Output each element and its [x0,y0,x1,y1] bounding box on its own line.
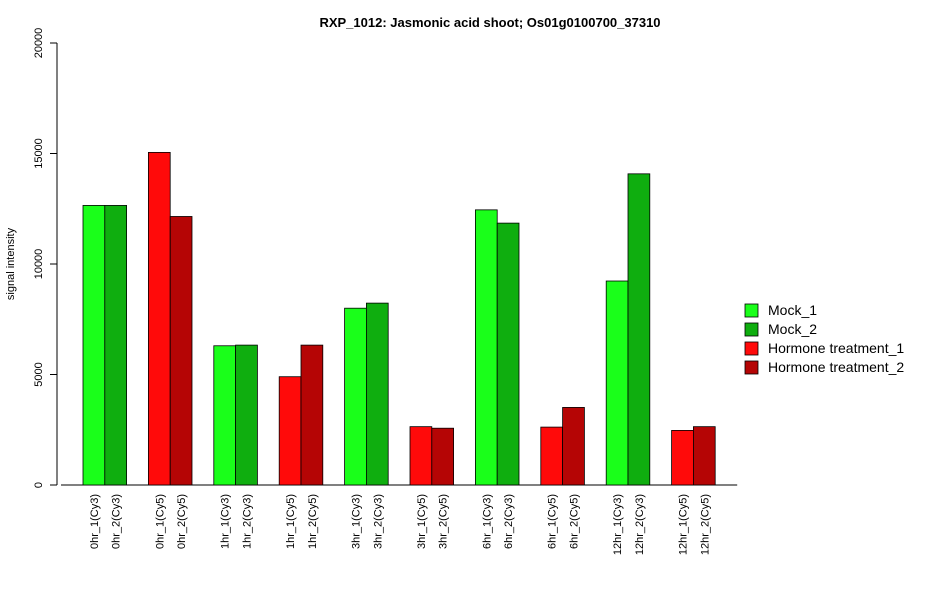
x-tick-label: 12hr_2(Cy3) [634,494,646,555]
bar [627,173,651,486]
legend-label: Mock_2 [768,321,817,337]
bar [147,151,171,486]
x-tick-label: 0hr_1(Cy5) [154,494,166,549]
bars [82,151,716,486]
bar [474,209,498,486]
legend-swatch [744,360,759,375]
x-tick-label: 1hr_2(Cy3) [242,494,254,549]
x-tick-label: 3hr_2(Cy3) [372,494,384,549]
bar [278,376,302,486]
legend-label: Hormone treatment_1 [768,340,904,356]
x-tick-label: 0hr_1(Cy3) [89,494,101,549]
x-tick-label: 3hr_2(Cy5) [438,494,450,549]
x-tick-label: 3hr_1(Cy3) [351,494,363,549]
legend-label: Mock_1 [768,302,817,318]
x-tick-label: 6hr_1(Cy3) [481,494,493,549]
x-tick-label: 12hr_2(Cy5) [699,494,711,555]
y-tick-label: 0 [33,482,45,488]
x-tick-label: 1hr_1(Cy3) [220,494,232,549]
y-tick-label: 15000 [33,138,45,169]
bar [169,216,193,486]
x-tick-labels: 0hr_1(Cy3) 0hr_2(Cy3) 0hr_1(Cy5) 0hr_2(Cy5)… [89,494,711,555]
x-tick-label: 12hr_1(Cy3) [612,494,624,555]
x-tick-label: 0hr_2(Cy5) [176,494,188,549]
x-tick-label: 3hr_1(Cy5) [416,494,428,549]
bar [365,302,389,486]
bar [409,426,433,486]
y-axis: 0 5000 10000 15000 20000 [33,28,58,488]
x-tick-label: 6hr_2(Cy3) [503,494,515,549]
bar [540,426,563,486]
x-tick-label: 12hr_1(Cy5) [678,494,690,555]
bar [496,222,520,486]
x-tick-label: 6hr_2(Cy5) [569,494,581,549]
x-tick-label: 0hr_2(Cy3) [111,494,123,549]
bar [213,345,237,486]
legend-swatch [744,341,759,356]
bar [344,307,367,486]
y-tick-label: 10000 [33,249,45,280]
y-tick-label: 5000 [33,362,45,386]
bar [300,344,324,486]
legend-label: Hormone treatment_2 [768,359,904,375]
bar [235,344,258,486]
chart-title: RXP_1012: Jasmonic acid shoot; Os01g0100… [319,15,660,30]
bar [693,426,716,486]
x-tick-label: 6hr_1(Cy5) [547,494,559,549]
y-axis-label: signal intensity [5,227,17,300]
y-tick-label: 20000 [33,28,45,59]
legend: Mock_1 Mock_2 Hormone treatment_1 Hormone t… [744,302,904,375]
x-tick-label: 1hr_2(Cy5) [307,494,319,549]
bar [562,407,585,486]
legend-swatch [744,322,759,337]
bar [431,427,454,486]
bar [605,280,629,486]
x-tick-label: 1hr_1(Cy5) [285,494,297,549]
legend-swatch [744,303,759,318]
bar [104,205,128,486]
bar [82,205,106,486]
bar [671,430,694,486]
